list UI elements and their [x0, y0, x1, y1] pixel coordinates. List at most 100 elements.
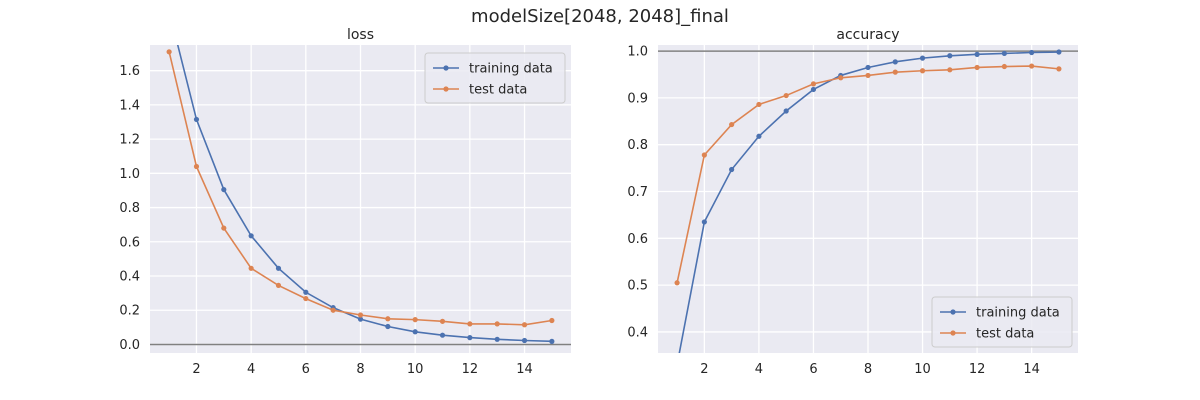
accuracy-test-data-point	[1001, 63, 1007, 70]
loss-y-tick-label: 1.0	[119, 167, 140, 182]
accuracy-legend-box	[931, 296, 1073, 348]
loss-y-tick-label: 0.0	[119, 338, 140, 353]
loss-training-data-point	[467, 335, 473, 341]
loss-test-data-point	[412, 317, 418, 323]
loss-training-data-point	[357, 316, 364, 322]
accuracy-legend-test-data-label: test data	[976, 327, 1034, 342]
accuracy-test-data-point	[865, 72, 871, 79]
loss-y-tick-label: 1.2	[119, 133, 140, 148]
loss-training-data-point	[221, 186, 227, 193]
loss-test-data-point	[330, 307, 336, 313]
accuracy-panel: accuracy 2 4 6 8 10 12 14 0.4 0.5 0.6 0.7 0.8 0.9 1.0 t…	[627, 27, 1078, 377]
accuracy-training-data-point	[729, 166, 735, 173]
accuracy-test-data-point	[810, 81, 817, 87]
loss-training-data-point	[439, 332, 446, 338]
loss-y-tick-label: 0.4	[119, 270, 140, 285]
loss-x-tick-label: 2	[192, 362, 200, 377]
accuracy-y-tick-label: 1.0	[627, 45, 648, 60]
accuracy-test-data-point	[947, 67, 953, 73]
loss-x-tick-label: 14	[516, 362, 533, 377]
accuracy-y-tick-label: 0.9	[627, 91, 648, 106]
accuracy-legend: training data test data	[931, 296, 1073, 348]
accuracy-legend-training-data-marker	[950, 309, 956, 315]
accuracy-test-data-point	[756, 101, 762, 108]
accuracy-test-data-point	[838, 75, 844, 81]
accuracy-y-tick-label: 0.4	[627, 325, 648, 340]
loss-training-data-point	[275, 265, 282, 271]
loss-training-data-point	[494, 336, 500, 342]
loss-x-tick-label: 10	[407, 362, 424, 377]
accuracy-training-data-point	[865, 64, 871, 71]
loss-test-data-point	[303, 295, 309, 302]
loss-test-data-point	[494, 321, 500, 327]
loss-series-group	[166, 8, 555, 344]
loss-panel: loss 2 4 6 8 10 12 14 0.0 0.2 0.4 0.6 0.8 1.0 1.2 1.4 1.…	[119, 8, 571, 377]
accuracy-x-tick-label: 10	[914, 362, 931, 377]
loss-legend-training-data-label: training data	[469, 62, 553, 77]
accuracy-title: accuracy	[836, 27, 899, 43]
accuracy-training-data-point	[756, 133, 762, 139]
accuracy-training-data-point	[892, 59, 898, 65]
loss-training-data-point	[167, 8, 172, 13]
loss-training-data-point	[549, 338, 555, 344]
accuracy-training-data-point	[947, 53, 953, 59]
accuracy-training-data-point	[1029, 49, 1035, 56]
accuracy-training-data-point	[974, 51, 980, 57]
accuracy-training-data-point	[1056, 49, 1062, 55]
accuracy-x-tick-label: 6	[809, 362, 817, 377]
loss-legend-test-data-label: test data	[469, 83, 527, 98]
loss-y-tick-label: 0.2	[119, 304, 140, 319]
accuracy-training-data-point	[1001, 50, 1007, 57]
loss-test-data-point	[275, 282, 282, 289]
accuracy-test-data-point	[729, 121, 735, 128]
loss-x-tick-label: 4	[247, 362, 255, 377]
loss-x-tick-label: 8	[356, 362, 364, 377]
loss-legend-test-data-marker	[443, 86, 449, 92]
accuracy-legend-test-data-marker	[950, 330, 956, 336]
loss-training-data-point	[193, 116, 200, 123]
accuracy-test-data-point	[674, 280, 680, 286]
accuracy-test-data-point	[701, 152, 707, 158]
accuracy-test-data-point	[974, 64, 980, 71]
loss-legend-training-data-marker	[443, 65, 449, 71]
loss-legend: training data test data	[424, 52, 566, 104]
loss-test-data-point	[166, 49, 172, 55]
loss-x-tick-label: 12	[462, 362, 479, 377]
accuracy-test-data-point	[783, 92, 789, 99]
accuracy-y-tick-label: 0.8	[627, 138, 648, 153]
accuracy-x-tick-label: 12	[969, 362, 986, 377]
accuracy-training-data-point	[919, 55, 926, 61]
loss-training-data-point	[248, 233, 254, 239]
accuracy-test-data-point	[919, 68, 926, 74]
loss-y-tick-label: 0.6	[119, 235, 140, 250]
accuracy-training-data-point	[701, 219, 707, 225]
figure-title: modelSize[2048, 2048]_final	[471, 6, 729, 27]
loss-test-data-point	[357, 312, 364, 318]
loss-training-data-point	[303, 289, 309, 295]
loss-test-data-point	[549, 317, 555, 324]
accuracy-test-data-point	[1056, 66, 1062, 72]
accuracy-series-group	[674, 49, 1062, 353]
loss-test-data-point	[467, 321, 473, 327]
accuracy-y-tick-label: 0.5	[627, 279, 648, 294]
loss-y-tick-label: 1.4	[119, 98, 140, 113]
loss-test-data-point	[193, 163, 200, 170]
loss-test-data-point	[385, 316, 391, 322]
accuracy-x-tick-label: 14	[1023, 362, 1040, 377]
accuracy-test-data-point	[892, 69, 898, 75]
loss-training-data-point	[385, 323, 391, 330]
loss-test-data-point	[521, 322, 528, 328]
loss-test-data-point	[248, 265, 254, 271]
loss-title: loss	[347, 27, 374, 43]
accuracy-x-tick-label: 4	[755, 362, 763, 377]
accuracy-y-tick-label: 0.6	[627, 232, 648, 247]
loss-y-tick-label: 0.8	[119, 201, 140, 216]
loss-training-data-point	[412, 329, 418, 335]
loss-test-data-point	[221, 225, 227, 231]
accuracy-training-data-point	[810, 86, 817, 93]
accuracy-legend-training-data-label: training data	[976, 306, 1060, 321]
loss-test-data-point	[439, 318, 446, 324]
accuracy-x-tick-label: 2	[700, 362, 708, 377]
loss-legend-box	[424, 52, 566, 104]
